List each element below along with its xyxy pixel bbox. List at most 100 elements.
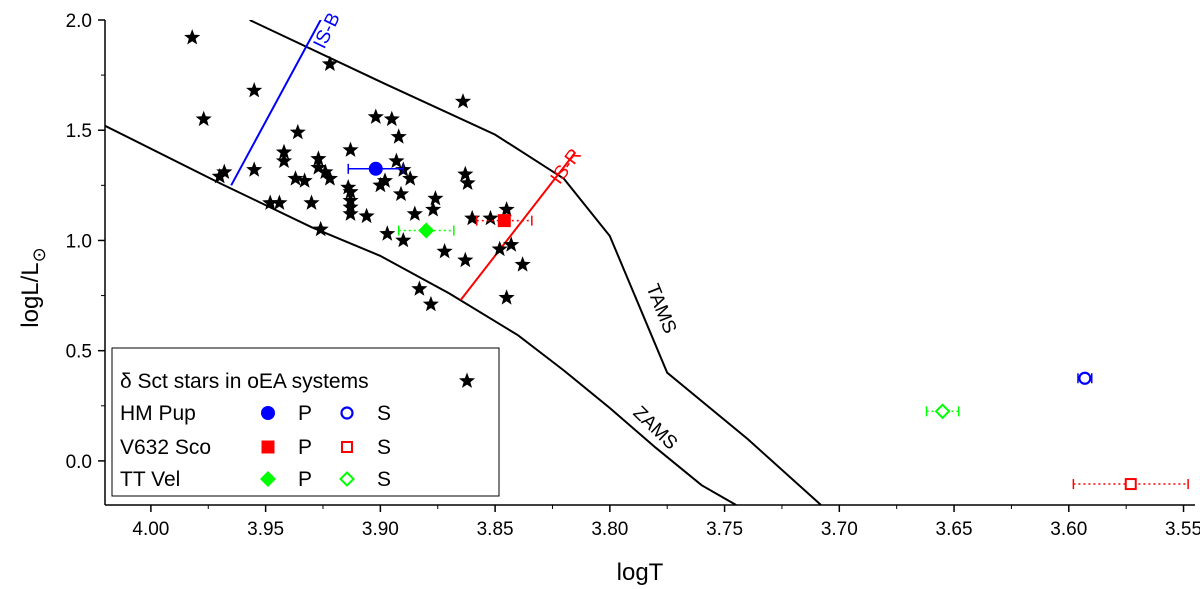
legend-marker-diamond-open (339, 471, 355, 487)
sct-stars-in-oea-systems-point (390, 128, 407, 144)
legend-item-text: S (377, 468, 391, 491)
sct-stars-in-oea-systems-point (287, 170, 304, 186)
sct-stars-in-oea-systems-point (184, 29, 201, 45)
legend-marker-circle-open (340, 406, 354, 420)
legend-box (111, 347, 500, 497)
x-tick-label: 3.95 (247, 519, 284, 540)
sct-stars-in-oea-systems-point (406, 205, 423, 221)
x-tick-label: 3.55 (1165, 519, 1200, 540)
x-axis-title: logT (617, 559, 664, 586)
v632-sco-p-point (497, 214, 511, 228)
sct-stars-in-oea-systems-point (388, 152, 405, 168)
sct-stars-in-oea-systems-point (275, 143, 293, 160)
sct-stars-in-oea-systems-point (422, 295, 439, 312)
curve-is-b (230, 20, 322, 186)
sct-stars-in-oea-systems-point (342, 205, 359, 221)
sct-stars-in-oea-systems-point (358, 207, 375, 224)
y-axis-title-symbol: ⊙ (29, 247, 49, 262)
tt-vel-s-point (934, 403, 951, 420)
sct-stars-in-oea-systems-point (482, 209, 499, 226)
legend-item-text: S (377, 402, 391, 425)
sct-stars-in-oea-systems-point (296, 172, 313, 188)
x-tick-label: 3.65 (936, 519, 973, 540)
sct-stars-in-oea-systems-point (454, 93, 472, 109)
sct-stars-in-oea-systems-point (491, 240, 508, 257)
sct-stars-in-oea-systems-point (275, 152, 293, 168)
y-axis-title-main: logL/L (17, 262, 44, 327)
y-tick-label: 0.5 (66, 342, 92, 363)
sct-stars-in-oea-systems-point (436, 243, 453, 259)
sct-stars-in-oea-systems-point (379, 225, 396, 241)
sct-stars-in-oea-systems-point (321, 55, 338, 71)
sct-stars-in-oea-systems-point (372, 176, 389, 193)
legend-label-tt-vel: TT Vel (120, 468, 180, 491)
legend-marker-square-open (341, 441, 353, 453)
legend-item-text: S (377, 436, 391, 459)
y-tick-label: 0.0 (66, 452, 92, 473)
sct-stars-in-oea-systems-point (340, 179, 357, 195)
sct-stars-in-oea-systems-point (464, 209, 481, 226)
legend-item-text: P (298, 402, 312, 425)
legend-marker-star (458, 372, 476, 388)
sct-stars-in-oea-systems-point (498, 289, 515, 305)
curves-group (105, 20, 822, 505)
sct-stars-in-oea-systems-point (216, 163, 233, 179)
sct-stars-in-oea-systems-point (459, 174, 476, 190)
legend-item-text: P (298, 436, 312, 459)
sct-stars-in-oea-systems-point (246, 82, 263, 98)
x-tick-label: 4.00 (132, 519, 169, 540)
sct-stars-in-oea-systems-point (376, 172, 393, 188)
sct-stars-in-oea-systems-point (310, 159, 327, 175)
sct-stars-in-oea-systems-point (503, 236, 520, 252)
sct-stars-in-oea-systems-point (425, 201, 442, 217)
legend-label-delta-sct: δ Sct stars in oEA systems (120, 370, 369, 393)
legend-label-hm-pup: HM Pup (120, 402, 196, 425)
sct-stars-in-oea-systems-point (402, 170, 419, 186)
x-tick-label: 3.60 (1050, 519, 1087, 540)
legend-marker-square-filled (261, 440, 275, 454)
hm-pup-p-point (368, 161, 383, 176)
sct-stars-in-oea-systems-point (312, 220, 329, 237)
x-tick-label: 3.85 (477, 519, 514, 540)
tt-vel-p-point (418, 222, 435, 239)
curve-label-tams: TAMS (641, 281, 680, 337)
x-tick-label: 3.80 (591, 519, 628, 540)
hm-pup-s-point (1078, 371, 1092, 385)
curve-tams (249, 20, 822, 505)
x-tick-label: 3.70 (821, 519, 858, 540)
sct-stars-in-oea-systems-point (303, 194, 320, 210)
sct-stars-in-oea-systems-point (411, 280, 428, 296)
sct-stars-in-oea-systems-point (195, 110, 212, 127)
sct-stars-in-oea-systems-point (289, 123, 306, 140)
sct-stars-in-oea-systems-point (262, 194, 279, 210)
v632-sco-s-point (1124, 478, 1137, 491)
sct-stars-in-oea-systems-point (457, 251, 474, 268)
legend-label-v632-sco: V632 Sco (120, 436, 211, 459)
legend-item-text: P (298, 468, 312, 491)
sct-stars-in-oea-systems-point (211, 168, 228, 184)
sct-stars-in-oea-systems-point (310, 150, 327, 166)
sct-stars-in-oea-systems-point (321, 170, 338, 186)
x-tick-label: 3.75 (706, 519, 743, 540)
sct-stars-in-oea-systems-point (457, 165, 474, 182)
sct-stars-in-oea-systems-point (514, 256, 531, 272)
sct-stars-in-oea-systems-point (395, 232, 412, 248)
y-tick-label: 1.0 (66, 231, 92, 252)
y-axis-title: logL/L⊙ (17, 247, 49, 327)
sct-stars-in-oea-systems-point (427, 190, 444, 206)
curve-zams (105, 124, 737, 505)
sct-stars-in-oea-systems-point (317, 163, 334, 179)
sct-stars-in-oea-systems-point (342, 183, 359, 199)
sct-stars-in-oea-systems-point (367, 108, 384, 124)
sct-stars-in-oea-systems-point (271, 194, 288, 210)
sct-stars-in-oea-systems-point (246, 161, 263, 177)
legend-marker-circle-filled (261, 406, 275, 420)
legend-marker-diamond-filled (260, 471, 276, 487)
x-tick-label: 3.90 (362, 519, 399, 540)
y-tick-label: 1.5 (66, 121, 92, 142)
y-tick-label: 2.0 (66, 11, 92, 32)
sct-stars-in-oea-systems-point (392, 185, 410, 201)
sct-stars-in-oea-systems-point (383, 110, 400, 127)
curve-label-is-b: IS-B (310, 10, 345, 52)
